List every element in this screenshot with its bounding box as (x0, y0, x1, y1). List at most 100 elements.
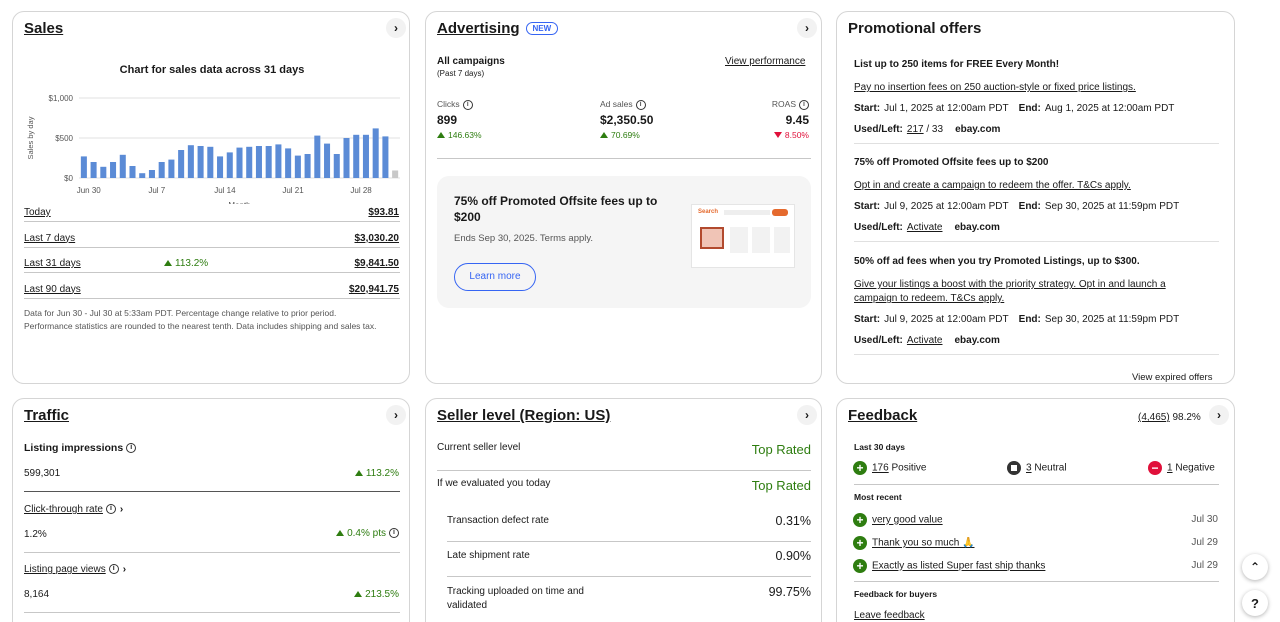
chart-bar[interactable] (110, 162, 117, 178)
chart-bar[interactable] (333, 154, 340, 178)
offer-start-value: Jul 9, 2025 at 12:00am PDT (884, 314, 1009, 325)
sales-row-value[interactable]: $9,841.50 (354, 258, 400, 269)
offer-used-link[interactable]: Activate (906, 335, 943, 346)
neutral-count-link[interactable]: 3 (1026, 462, 1032, 474)
trend-down-icon (773, 132, 782, 138)
chart-bar[interactable] (129, 166, 136, 178)
view-performance-link[interactable]: View performance (725, 56, 806, 67)
offer-used-link[interactable]: 217 (906, 124, 924, 135)
listing-page-views-link[interactable]: Listing page views (24, 564, 106, 575)
info-icon[interactable]: i (126, 443, 137, 454)
offer-used-link[interactable]: Activate (906, 222, 943, 233)
chart-bar[interactable] (90, 162, 97, 178)
info-icon[interactable]: i (799, 99, 809, 110)
chevron-right-icon[interactable]: › (119, 504, 124, 515)
learn-more-button[interactable]: Learn more (454, 263, 536, 291)
sales-row-label[interactable]: Last 90 days (24, 283, 81, 295)
chart-bar[interactable] (285, 148, 292, 178)
sales-row-label[interactable]: Last 31 days (24, 258, 81, 269)
chart-bar[interactable] (168, 159, 175, 178)
offer-end-label: End: (1018, 314, 1041, 325)
listing-page-views-label[interactable]: Listing page views i › (24, 564, 126, 575)
chart-bar[interactable] (197, 146, 204, 178)
info-icon[interactable]: i (462, 99, 473, 110)
illustration-search-bar (724, 210, 770, 215)
sales-row-value[interactable]: $20,941.75 (348, 283, 399, 295)
feedback-chevron-icon[interactable]: › (1209, 405, 1229, 425)
illustration-card-2 (752, 227, 770, 253)
chevron-right-icon[interactable]: › (122, 564, 127, 575)
positive-count-link[interactable]: 176 (872, 462, 889, 474)
sales-row-label[interactable]: Today (24, 207, 51, 218)
chart-bar[interactable] (372, 128, 379, 178)
feedback-title[interactable]: Feedback (848, 407, 918, 424)
chart-bar[interactable] (217, 156, 224, 178)
info-icon[interactable]: i (389, 528, 399, 539)
sales-row-divider (24, 246, 400, 248)
chart-bar[interactable] (314, 135, 321, 178)
sales-chevron-icon[interactable]: › (386, 18, 406, 38)
feedback-card: Feedback (4,465) 98.2% › Last 30 days +1… (836, 398, 1235, 622)
offer-description-link[interactable]: Pay no insertion fees on 250 auction-sty… (854, 82, 1136, 93)
chart-bar[interactable] (246, 146, 253, 178)
info-icon[interactable]: i (105, 504, 116, 515)
chart-bar[interactable] (392, 170, 399, 178)
info-icon[interactable]: i (108, 564, 119, 575)
chart-bar[interactable] (343, 138, 350, 178)
click-through-rate-value: 1.2% (24, 529, 47, 540)
advertising-title[interactable]: Advertising NEW (437, 20, 559, 37)
seller-level-chevron-icon[interactable]: › (797, 405, 817, 425)
chart-bar[interactable] (362, 134, 369, 178)
advertising-card: Advertising NEW › All campaigns (Past 7 d… (425, 11, 822, 384)
offer-description-link[interactable]: Opt in and create a campaign to redeem t… (854, 180, 1131, 191)
chart-bar[interactable] (324, 143, 331, 178)
sales-row-label[interactable]: Last 7 days (24, 232, 76, 244)
leave-feedback-link[interactable]: Leave feedback (854, 610, 925, 621)
help-button[interactable]: ? (1242, 590, 1268, 616)
chart-bar[interactable] (236, 147, 243, 178)
chart-bar[interactable] (100, 166, 107, 178)
negative-count-link[interactable]: 1 (1167, 462, 1173, 474)
advertising-title-text[interactable]: Advertising (437, 20, 520, 37)
scroll-to-top-button[interactable]: ⌃ (1242, 554, 1268, 580)
seller-metric-label: Transaction defect rate (447, 515, 549, 526)
chart-bar[interactable] (226, 152, 233, 178)
chart-bar[interactable] (294, 155, 301, 178)
sales-title[interactable]: Sales (24, 20, 64, 37)
chart-bar[interactable] (178, 150, 185, 178)
recent-feedback-text[interactable]: Exactly as listed Super fast ship thanks (872, 560, 1046, 572)
chart-bar[interactable] (207, 146, 214, 178)
chart-bar[interactable] (148, 170, 155, 178)
listing-impressions-change: 113.2% (354, 468, 399, 479)
info-icon[interactable]: i (635, 99, 646, 110)
sales-row-value[interactable]: $93.81 (368, 207, 399, 218)
offer-used-rest: / 33 (923, 124, 944, 135)
chart-bar[interactable] (265, 146, 272, 178)
traffic-divider-3 (24, 612, 400, 613)
chart-bar[interactable] (353, 134, 360, 178)
chart-bar[interactable] (158, 162, 165, 178)
click-through-rate-link[interactable]: Click-through rate (24, 504, 103, 515)
chart-bar[interactable] (304, 154, 311, 178)
advertising-chevron-icon[interactable]: › (797, 18, 817, 38)
chart-bar[interactable] (187, 145, 194, 178)
seller-metric-label: Late shipment rate (447, 550, 530, 561)
seller-level-title[interactable]: Seller level (Region: US) (437, 407, 611, 424)
offer-description-link[interactable]: Give your listings a boost with the prio… (854, 279, 1166, 304)
feedback-count-link[interactable]: (4,465) (1138, 412, 1170, 423)
chart-x-label: Month (228, 201, 250, 204)
chart-bar[interactable] (382, 136, 389, 178)
chart-bar[interactable] (255, 146, 262, 178)
ad-metric-value: 899 (437, 113, 458, 127)
traffic-chevron-icon[interactable]: › (386, 405, 406, 425)
click-through-rate-label[interactable]: Click-through rate i › (24, 504, 123, 515)
chart-bar[interactable] (80, 156, 87, 178)
chart-bar[interactable] (139, 173, 146, 178)
sales-row-value[interactable]: $3,030.20 (354, 232, 400, 244)
view-expired-offers-link[interactable]: View expired offers (1132, 372, 1213, 383)
traffic-title[interactable]: Traffic (24, 407, 70, 424)
chart-bar[interactable] (275, 144, 282, 178)
recent-feedback-text[interactable]: Thank you so much 🙏 (872, 537, 975, 549)
recent-feedback-text[interactable]: very good value (872, 514, 943, 526)
chart-bar[interactable] (119, 154, 126, 178)
